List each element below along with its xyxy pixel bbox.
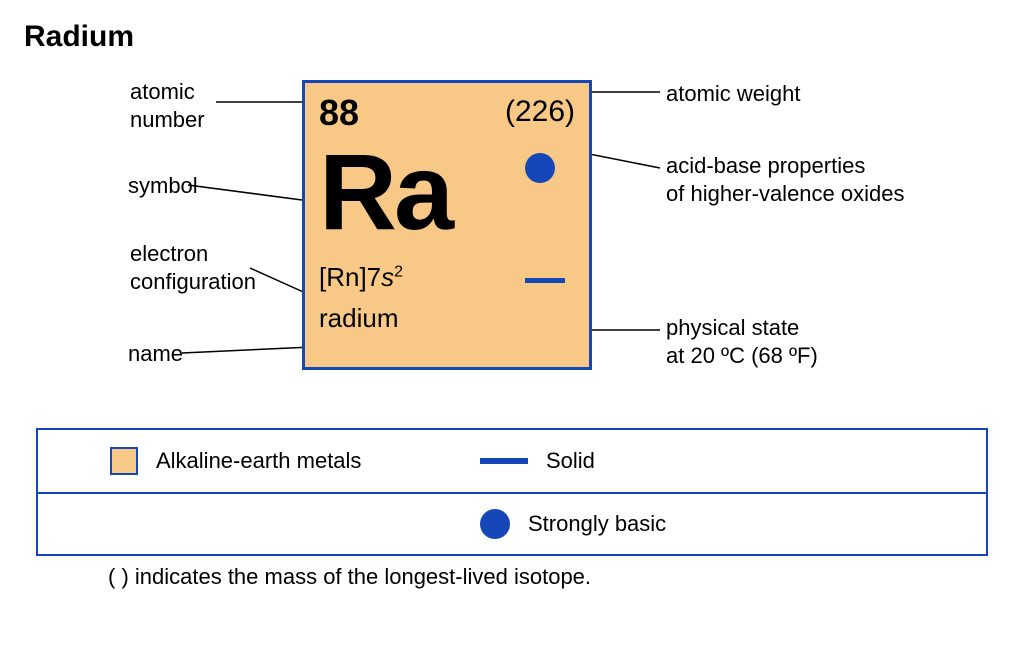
label-electron-configuration: electronconfiguration xyxy=(130,240,256,295)
legend-box: Alkaline-earth metals Solid Strongly bas… xyxy=(36,428,988,556)
atomic-weight: (226) xyxy=(505,95,575,129)
legend-state: Solid xyxy=(546,448,595,474)
page-title: Radium xyxy=(24,20,134,54)
element-name: radium xyxy=(319,303,575,334)
label-atomic-number: atomicnumber xyxy=(130,78,205,133)
label-atomic-weight: atomic weight xyxy=(666,80,801,108)
diagram-stage: atomicnumber symbol electronconfiguratio… xyxy=(0,60,1024,420)
label-symbol: symbol xyxy=(128,172,198,200)
label-name: name xyxy=(128,340,183,368)
legend-row-2: Strongly basic xyxy=(38,492,986,554)
basicity-dot-icon xyxy=(525,153,555,183)
legend-category: Alkaline-earth metals xyxy=(156,448,361,474)
footnote: ( ) indicates the mass of the longest-li… xyxy=(108,564,591,590)
element-tile: 88 (226) Ra [Rn]7s2 radium xyxy=(302,80,592,370)
legend-basicity: Strongly basic xyxy=(528,511,666,537)
label-physical-state: physical stateat 20 ºC (68 ºF) xyxy=(666,314,818,369)
state-line-icon xyxy=(525,278,565,283)
legend-row-1: Alkaline-earth metals Solid xyxy=(38,430,986,492)
state-line-icon xyxy=(480,458,528,464)
label-acid-base: acid-base propertiesof higher-valence ox… xyxy=(666,152,904,207)
category-swatch-icon xyxy=(110,447,138,475)
basicity-dot-icon xyxy=(480,509,510,539)
